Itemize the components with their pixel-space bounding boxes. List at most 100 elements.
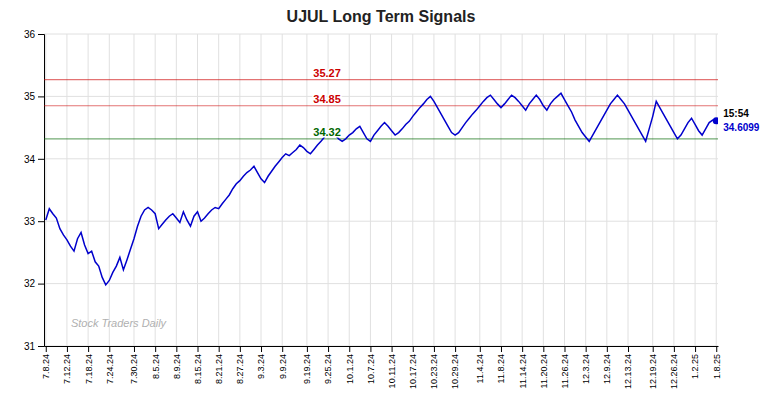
x-tick-label: 7.30.24 bbox=[129, 354, 139, 384]
x-tick-label: 1.2.25 bbox=[690, 354, 700, 379]
grid-line-x bbox=[585, 34, 586, 346]
grid-line-x bbox=[564, 34, 565, 346]
x-tick: 9.9.24 bbox=[278, 346, 288, 379]
x-tick-label: 12.19.24 bbox=[648, 354, 658, 389]
x-tick: 10.11.24 bbox=[387, 346, 397, 388]
grid-line-y bbox=[44, 221, 718, 222]
reference-line bbox=[44, 105, 718, 106]
x-tick-mark bbox=[480, 346, 481, 352]
y-tick-label: 33 bbox=[24, 216, 36, 227]
grid-line-x bbox=[218, 34, 219, 346]
x-tick-label: 11.4.24 bbox=[475, 354, 485, 383]
x-tick-label: 12.3.24 bbox=[581, 354, 591, 384]
x-tick-mark bbox=[501, 346, 502, 352]
grid-line-x bbox=[673, 34, 674, 346]
grid-line-x bbox=[155, 34, 156, 346]
y-tick-label: 36 bbox=[24, 29, 36, 40]
x-tick: 10.23.24 bbox=[429, 346, 439, 389]
x-tick-label: 11.14.24 bbox=[518, 354, 528, 388]
x-tick-label: 7.18.24 bbox=[83, 354, 93, 384]
x-tick: 12.3.24 bbox=[581, 346, 591, 384]
x-tick-mark bbox=[261, 346, 262, 352]
x-tick-mark bbox=[607, 346, 608, 352]
y-tick-label: 32 bbox=[24, 278, 36, 289]
x-tick-mark bbox=[413, 346, 414, 352]
x-tick-label: 7.12.24 bbox=[62, 354, 72, 384]
x-tick-label: 9.19.24 bbox=[302, 354, 312, 384]
x-tick-label: 8.27.24 bbox=[235, 354, 245, 384]
x-tick: 11.4.24 bbox=[475, 346, 485, 383]
x-tick: 12.26.24 bbox=[669, 346, 679, 389]
reference-label: 35.27 bbox=[313, 67, 341, 79]
x-tick-mark bbox=[434, 346, 435, 352]
grid-line-x bbox=[176, 34, 177, 346]
x-tick-mark bbox=[134, 346, 135, 352]
y-tick-label: 35 bbox=[24, 91, 36, 102]
grid-line-x bbox=[133, 34, 134, 346]
x-tick-label: 10.1.24 bbox=[345, 354, 355, 384]
grid-line-x bbox=[391, 34, 392, 346]
x-tick: 12.9.24 bbox=[602, 346, 612, 384]
x-tick-mark bbox=[109, 346, 110, 352]
title: UJUL Long Term Signals bbox=[287, 8, 476, 25]
grid-line-y bbox=[44, 283, 718, 284]
last-price-label: 34.6099 bbox=[723, 122, 760, 133]
y-tick-label: 34 bbox=[24, 154, 36, 165]
x-tick-mark bbox=[240, 346, 241, 352]
x-tick-mark bbox=[653, 346, 654, 352]
x-tick-label: 12.13.24 bbox=[623, 354, 633, 389]
grid bbox=[44, 34, 718, 346]
x-tick-label: 9.9.24 bbox=[278, 354, 288, 379]
x-tick-label: 8.5.24 bbox=[151, 354, 161, 379]
x-tick-mark bbox=[370, 346, 371, 352]
grid-line-x bbox=[328, 34, 329, 346]
x-tick-label: 11.26.24 bbox=[560, 354, 570, 388]
x-tick-mark bbox=[176, 346, 177, 352]
x-tick: 9.25.24 bbox=[323, 346, 333, 384]
x-tick-label: 8.15.24 bbox=[193, 354, 203, 384]
x-tick-label: 12.26.24 bbox=[669, 354, 679, 389]
x-tick-mark bbox=[455, 346, 456, 352]
x-tick-label: 10.17.24 bbox=[408, 354, 418, 389]
x-tick: 7.30.24 bbox=[129, 346, 139, 384]
chart: UJUL Long Term Signals 7.8.24 7.12.24 7.18.… bbox=[0, 0, 784, 398]
y-tick: 36 bbox=[24, 29, 44, 40]
x-tick: 12.19.24 bbox=[648, 346, 658, 389]
grid-line-x bbox=[349, 34, 350, 346]
x-tick-label: 8.9.24 bbox=[172, 354, 182, 379]
x-tick: 8.5.24 bbox=[151, 346, 161, 379]
x-tick-label: 1.8.25 bbox=[712, 354, 722, 379]
x-tick: 11.20.24 bbox=[539, 346, 549, 388]
grid-line-x bbox=[479, 34, 480, 346]
price-line bbox=[46, 93, 716, 285]
x-tick-mark bbox=[586, 346, 587, 352]
y-axis: 313233343536 bbox=[24, 29, 45, 352]
y-tick-mark bbox=[38, 221, 44, 222]
annotations: Stock Traders Daily35.2734.8534.3215:543… bbox=[71, 67, 760, 330]
x-tick-label: 10.23.24 bbox=[429, 354, 439, 389]
x-tick-label: 11.20.24 bbox=[539, 354, 549, 388]
plot-area: 7.8.24 7.12.24 7.18.24 7.24.24 7.30.24 8.5.24… bbox=[24, 29, 760, 389]
grid-line-x bbox=[239, 34, 240, 346]
x-tick-label: 7.24.24 bbox=[105, 354, 115, 384]
x-tick: 8.21.24 bbox=[214, 346, 224, 384]
x-tick-mark bbox=[695, 346, 696, 352]
grid-line-x bbox=[66, 34, 67, 346]
x-tick-mark bbox=[349, 346, 350, 352]
reference-line bbox=[44, 79, 718, 80]
x-tick: 7.12.24 bbox=[62, 346, 72, 384]
grid-line-x bbox=[412, 34, 413, 346]
grid-line-x bbox=[522, 34, 523, 346]
reference-line bbox=[44, 138, 718, 139]
x-tick: 7.8.24 bbox=[41, 346, 51, 379]
grid-line-x bbox=[652, 34, 653, 346]
x-tick-mark bbox=[392, 346, 393, 352]
x-tick-mark bbox=[46, 346, 47, 352]
y-tick: 33 bbox=[24, 216, 44, 227]
x-tick-mark bbox=[674, 346, 675, 352]
grid-line-x bbox=[433, 34, 434, 346]
reference-label: 34.85 bbox=[313, 93, 341, 105]
grid-line-x bbox=[500, 34, 501, 346]
x-tick: 11.8.24 bbox=[496, 346, 506, 383]
x-tick-label: 7.8.24 bbox=[41, 354, 51, 379]
